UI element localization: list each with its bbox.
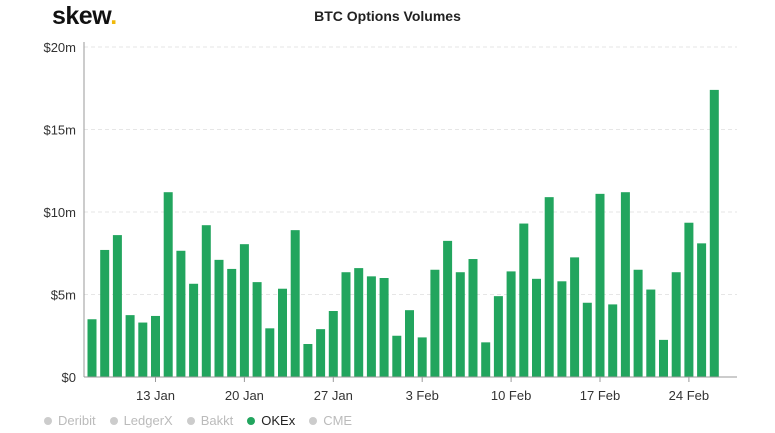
bar xyxy=(316,329,326,377)
bar xyxy=(239,244,249,377)
bar xyxy=(278,288,287,377)
x-tick-label: 13 Jan xyxy=(136,388,175,403)
x-tick-label: 17 Feb xyxy=(580,388,620,403)
bar xyxy=(125,315,135,377)
y-tick-label: $5m xyxy=(51,288,76,303)
bar xyxy=(646,289,656,377)
bar xyxy=(570,257,580,377)
y-tick-label: $0 xyxy=(62,370,76,385)
legend-swatch xyxy=(186,416,195,425)
y-tick-label: $15m xyxy=(43,123,76,138)
bar xyxy=(455,272,465,377)
bar xyxy=(443,240,453,377)
bar xyxy=(328,311,338,377)
legend-label: CME xyxy=(323,413,353,428)
bar xyxy=(252,282,262,377)
bar xyxy=(100,249,110,377)
bar xyxy=(430,269,440,377)
bar xyxy=(697,243,707,377)
bar xyxy=(214,259,224,377)
skew-logo: skew. xyxy=(52,2,117,30)
legend-label: LedgerX xyxy=(123,413,173,428)
legend-swatch xyxy=(247,416,256,425)
chart-title: BTC Options Volumes xyxy=(314,8,461,24)
bar xyxy=(87,319,97,377)
bar xyxy=(290,230,300,377)
legend-item-okex[interactable]: OKEx xyxy=(247,413,295,428)
bar xyxy=(354,268,364,377)
bar xyxy=(468,259,478,377)
legend-label: Bakkt xyxy=(200,413,234,428)
bar xyxy=(582,302,592,377)
legend-item-deribit[interactable]: Deribit xyxy=(44,413,96,428)
bar xyxy=(163,192,173,377)
bar xyxy=(709,89,719,378)
bar xyxy=(379,278,389,377)
bar xyxy=(227,268,237,377)
bar xyxy=(684,222,694,377)
bar xyxy=(595,193,605,377)
bar xyxy=(112,235,122,377)
bar xyxy=(633,269,643,377)
x-tick-label: 24 Feb xyxy=(669,388,709,403)
bar xyxy=(366,276,376,377)
bar xyxy=(341,272,351,377)
x-tick-label: 27 Jan xyxy=(314,388,353,403)
bar xyxy=(417,337,427,377)
bar xyxy=(176,250,186,377)
x-tick-label: 20 Jan xyxy=(225,388,264,403)
bar xyxy=(608,304,618,377)
bar xyxy=(620,192,630,377)
legend: Deribit LedgerX Bakkt OKEx CME xyxy=(44,413,352,428)
bar xyxy=(303,344,313,377)
bar xyxy=(392,335,402,377)
bar xyxy=(138,322,148,377)
bar xyxy=(481,342,491,377)
bar xyxy=(671,272,681,377)
bar xyxy=(519,223,529,377)
y-tick-label: $10m xyxy=(43,205,76,220)
bar xyxy=(544,197,554,377)
bar xyxy=(265,328,275,377)
x-tick-label: 3 Feb xyxy=(406,388,439,403)
bar xyxy=(506,271,516,377)
bar xyxy=(557,281,567,377)
legend-item-cme[interactable]: CME xyxy=(309,413,352,428)
legend-item-bakkt[interactable]: Bakkt xyxy=(186,413,234,428)
bar xyxy=(493,296,503,377)
bar xyxy=(405,310,414,377)
bar xyxy=(659,339,668,377)
y-tick-label: $20m xyxy=(43,40,76,55)
bar xyxy=(532,278,541,377)
legend-swatch xyxy=(44,416,52,425)
legend-swatch xyxy=(109,416,118,425)
x-tick-label: 10 Feb xyxy=(491,388,531,403)
legend-item-ledgerx[interactable]: LedgerX xyxy=(109,413,173,428)
bar xyxy=(189,283,199,377)
bar xyxy=(151,315,160,377)
bar xyxy=(201,225,211,377)
legend-swatch xyxy=(309,416,318,425)
legend-label: OKEx xyxy=(261,413,296,428)
legend-label: Deribit xyxy=(58,413,96,428)
